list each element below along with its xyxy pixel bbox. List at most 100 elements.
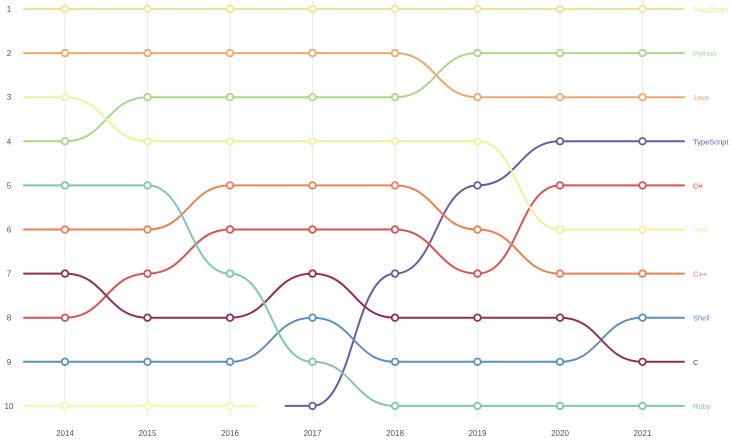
data-point	[60, 137, 70, 146]
data-point	[638, 92, 647, 102]
data-point	[225, 4, 235, 14]
series-label: JavaScript	[693, 5, 729, 14]
data-point	[473, 4, 482, 14]
data-point	[60, 48, 70, 58]
data-point	[143, 357, 152, 366]
data-point	[225, 401, 235, 411]
data-point	[638, 401, 647, 411]
data-point	[60, 401, 70, 411]
x-tick-label: 2018	[386, 429, 404, 438]
x-axis-ticks: 2014 2015 2016 2017 2018 2019 2020 2021	[56, 429, 652, 438]
data-point	[473, 137, 482, 146]
series-label: PHP	[693, 226, 708, 235]
data-point	[308, 401, 317, 411]
data-point	[60, 313, 70, 322]
y-axis-ticks: 1 2 3 4 5 6 7 8 9 10	[5, 5, 14, 411]
data-point	[638, 137, 647, 146]
x-tick-label: 2021	[634, 429, 652, 438]
data-point	[555, 4, 565, 14]
data-point	[638, 313, 647, 322]
data-point	[638, 48, 647, 58]
y-tick-label: 1	[7, 5, 12, 14]
series-line	[23, 272, 685, 363]
series-line	[23, 316, 685, 363]
series-label: Ruby	[693, 402, 711, 411]
y-tick-label: 3	[7, 93, 12, 102]
data-point	[390, 92, 400, 102]
data-point	[555, 48, 565, 58]
data-point	[555, 269, 565, 278]
series-line	[23, 184, 685, 275]
data-point	[390, 181, 400, 190]
x-tick-label: 2017	[304, 429, 322, 438]
data-point	[143, 181, 152, 190]
y-tick-label: 8	[7, 314, 12, 323]
data-point	[390, 357, 400, 366]
series-line	[23, 96, 685, 231]
data-point	[225, 48, 235, 58]
data-point	[143, 4, 152, 14]
series-label: TypeScript	[693, 137, 729, 146]
data-point	[308, 137, 317, 146]
x-tick-label: 2020	[551, 429, 569, 438]
data-point	[225, 357, 235, 366]
data-point	[60, 92, 70, 102]
data-point	[555, 181, 565, 190]
data-point	[555, 137, 565, 146]
series-line	[23, 52, 685, 99]
data-point	[225, 269, 235, 278]
data-point	[60, 357, 70, 366]
data-point	[473, 225, 482, 234]
data-point	[143, 92, 152, 102]
x-tick-label: 2016	[221, 429, 239, 438]
series-line	[23, 184, 685, 407]
series-label: Python	[693, 49, 716, 58]
data-point	[143, 48, 152, 58]
data-point	[60, 269, 70, 278]
data-point	[473, 269, 482, 278]
data-point	[638, 357, 647, 366]
data-point	[390, 313, 400, 322]
data-point	[473, 357, 482, 366]
series-label-layer: JavaScript Python Java TypeScript C# PHP C++ Sh…	[693, 5, 729, 411]
data-point	[473, 48, 482, 58]
data-point	[60, 225, 70, 234]
x-tick-label: 2015	[139, 429, 157, 438]
data-point	[638, 181, 647, 190]
series-line	[23, 52, 685, 143]
y-tick-label: 7	[7, 270, 12, 279]
data-point	[390, 225, 400, 234]
data-point	[308, 181, 317, 190]
y-tick-label: 2	[7, 49, 12, 58]
series-label: C++	[693, 270, 708, 279]
data-point	[308, 313, 317, 322]
x-tick-label: 2014	[56, 429, 74, 438]
y-tick-label: 6	[7, 226, 12, 235]
data-point	[60, 4, 70, 14]
series-label: C	[693, 358, 699, 367]
data-point	[308, 48, 317, 58]
data-point	[555, 225, 565, 234]
data-point	[143, 401, 152, 411]
y-tick-label: 9	[7, 358, 12, 367]
data-point	[390, 4, 400, 14]
data-point	[143, 269, 152, 278]
data-point	[225, 92, 235, 102]
data-point	[390, 137, 400, 146]
data-point	[555, 313, 565, 322]
data-point	[225, 225, 235, 234]
data-point	[143, 137, 152, 146]
series-line	[23, 184, 685, 319]
x-tick-label: 2019	[469, 429, 487, 438]
data-point	[473, 92, 482, 102]
data-point	[638, 225, 647, 234]
y-tick-label: 4	[7, 137, 12, 146]
series-label: Java	[693, 93, 710, 102]
grid-layer	[64, 0, 643, 418]
data-point	[390, 269, 400, 278]
data-point	[473, 313, 482, 322]
data-point	[638, 4, 647, 14]
data-point	[390, 48, 400, 58]
data-point	[638, 269, 647, 278]
